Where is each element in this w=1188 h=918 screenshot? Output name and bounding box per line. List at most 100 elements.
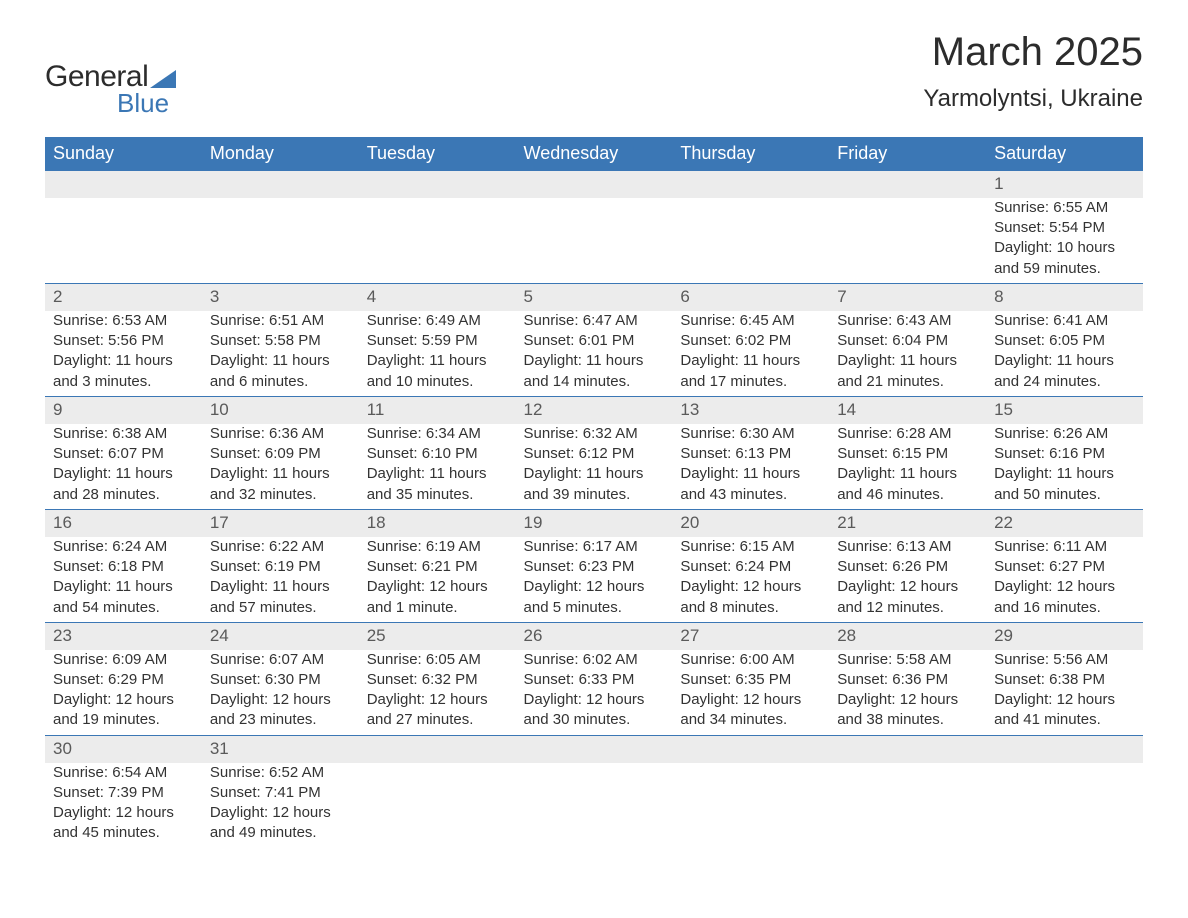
day-cell: Sunrise: 6:19 AMSunset: 6:21 PMDaylight:… xyxy=(359,537,516,623)
day-number: 29 xyxy=(986,622,1143,649)
empty-cell xyxy=(829,735,986,762)
sunrise-line: Sunrise: 6:43 AM xyxy=(837,311,978,331)
sunset-line: Sunset: 6:26 PM xyxy=(837,557,978,577)
sunrise-line: Sunrise: 6:13 AM xyxy=(837,537,978,557)
daylight-line: Daylight: 11 hours and 39 minutes. xyxy=(524,464,665,505)
sunset-line: Sunset: 6:38 PM xyxy=(994,670,1135,690)
daylight-line: Daylight: 11 hours and 24 minutes. xyxy=(994,351,1135,392)
day-cell: Sunrise: 5:56 AMSunset: 6:38 PMDaylight:… xyxy=(986,650,1143,736)
daylight-line: Daylight: 12 hours and 5 minutes. xyxy=(524,577,665,618)
sunset-line: Sunset: 6:04 PM xyxy=(837,331,978,351)
sunset-line: Sunset: 6:15 PM xyxy=(837,444,978,464)
day-number: 21 xyxy=(829,509,986,536)
sunset-line: Sunset: 6:10 PM xyxy=(367,444,508,464)
daylight-line: Daylight: 12 hours and 41 minutes. xyxy=(994,690,1135,731)
empty-cell xyxy=(516,171,673,198)
daylight-line: Daylight: 11 hours and 57 minutes. xyxy=(210,577,351,618)
sunset-line: Sunset: 6:07 PM xyxy=(53,444,194,464)
day-number: 30 xyxy=(45,735,202,762)
daylight-line: Daylight: 12 hours and 49 minutes. xyxy=(210,803,351,844)
sunrise-line: Sunrise: 6:47 AM xyxy=(524,311,665,331)
sunset-line: Sunset: 6:09 PM xyxy=(210,444,351,464)
day-number: 16 xyxy=(45,509,202,536)
day-cell: Sunrise: 6:34 AMSunset: 6:10 PMDaylight:… xyxy=(359,424,516,510)
day-number: 23 xyxy=(45,622,202,649)
day-number: 25 xyxy=(359,622,516,649)
weekday-header: Saturday xyxy=(986,137,1143,171)
sunrise-line: Sunrise: 6:38 AM xyxy=(53,424,194,444)
day-cell: Sunrise: 6:28 AMSunset: 6:15 PMDaylight:… xyxy=(829,424,986,510)
daylight-line: Daylight: 11 hours and 21 minutes. xyxy=(837,351,978,392)
day-number: 13 xyxy=(672,396,829,423)
sunset-line: Sunset: 6:16 PM xyxy=(994,444,1135,464)
day-cell: Sunrise: 6:43 AMSunset: 6:04 PMDaylight:… xyxy=(829,311,986,397)
day-number: 24 xyxy=(202,622,359,649)
daylight-line: Daylight: 12 hours and 12 minutes. xyxy=(837,577,978,618)
calendar-table: SundayMondayTuesdayWednesdayThursdayFrid… xyxy=(45,137,1143,848)
day-cell: Sunrise: 6:17 AMSunset: 6:23 PMDaylight:… xyxy=(516,537,673,623)
empty-cell xyxy=(359,198,516,284)
day-number: 20 xyxy=(672,509,829,536)
day-cell: Sunrise: 6:15 AMSunset: 6:24 PMDaylight:… xyxy=(672,537,829,623)
empty-cell xyxy=(516,198,673,284)
day-number-row: 9101112131415 xyxy=(45,396,1143,423)
day-cell: Sunrise: 6:51 AMSunset: 5:58 PMDaylight:… xyxy=(202,311,359,397)
daylight-line: Daylight: 11 hours and 43 minutes. xyxy=(680,464,821,505)
empty-cell xyxy=(516,763,673,848)
day-number: 11 xyxy=(359,396,516,423)
day-number: 26 xyxy=(516,622,673,649)
day-detail-row: Sunrise: 6:24 AMSunset: 6:18 PMDaylight:… xyxy=(45,537,1143,623)
empty-cell xyxy=(359,763,516,848)
day-number: 9 xyxy=(45,396,202,423)
sunrise-line: Sunrise: 6:28 AM xyxy=(837,424,978,444)
daylight-line: Daylight: 11 hours and 3 minutes. xyxy=(53,351,194,392)
day-number: 12 xyxy=(516,396,673,423)
day-cell: Sunrise: 6:53 AMSunset: 5:56 PMDaylight:… xyxy=(45,311,202,397)
sunset-line: Sunset: 7:39 PM xyxy=(53,783,194,803)
weekday-header-row: SundayMondayTuesdayWednesdayThursdayFrid… xyxy=(45,137,1143,171)
sunset-line: Sunset: 6:35 PM xyxy=(680,670,821,690)
day-number: 1 xyxy=(986,171,1143,198)
daylight-line: Daylight: 11 hours and 35 minutes. xyxy=(367,464,508,505)
sunrise-line: Sunrise: 6:26 AM xyxy=(994,424,1135,444)
title-block: March 2025 Yarmolyntsi, Ukraine xyxy=(923,30,1143,113)
daylight-line: Daylight: 11 hours and 46 minutes. xyxy=(837,464,978,505)
sunrise-line: Sunrise: 6:51 AM xyxy=(210,311,351,331)
daylight-line: Daylight: 12 hours and 45 minutes. xyxy=(53,803,194,844)
day-cell: Sunrise: 6:45 AMSunset: 6:02 PMDaylight:… xyxy=(672,311,829,397)
daylight-line: Daylight: 11 hours and 50 minutes. xyxy=(994,464,1135,505)
daylight-line: Daylight: 12 hours and 38 minutes. xyxy=(837,690,978,731)
sunset-line: Sunset: 5:59 PM xyxy=(367,331,508,351)
day-cell: Sunrise: 6:54 AMSunset: 7:39 PMDaylight:… xyxy=(45,763,202,848)
sunrise-line: Sunrise: 6:34 AM xyxy=(367,424,508,444)
sunset-line: Sunset: 6:36 PM xyxy=(837,670,978,690)
day-cell: Sunrise: 6:24 AMSunset: 6:18 PMDaylight:… xyxy=(45,537,202,623)
empty-cell xyxy=(359,735,516,762)
logo: General Blue xyxy=(45,60,176,119)
day-number-row: 23242526272829 xyxy=(45,622,1143,649)
day-number: 27 xyxy=(672,622,829,649)
location: Yarmolyntsi, Ukraine xyxy=(923,85,1143,113)
sunrise-line: Sunrise: 6:55 AM xyxy=(994,198,1135,218)
daylight-line: Daylight: 12 hours and 27 minutes. xyxy=(367,690,508,731)
day-number: 8 xyxy=(986,283,1143,310)
day-number: 17 xyxy=(202,509,359,536)
sunset-line: Sunset: 6:30 PM xyxy=(210,670,351,690)
sail-icon xyxy=(150,66,176,88)
day-detail-row: Sunrise: 6:53 AMSunset: 5:56 PMDaylight:… xyxy=(45,311,1143,397)
sunset-line: Sunset: 5:54 PM xyxy=(994,218,1135,238)
sunset-line: Sunset: 6:21 PM xyxy=(367,557,508,577)
day-detail-row: Sunrise: 6:38 AMSunset: 6:07 PM Daylight:… xyxy=(45,424,1143,510)
day-number: 22 xyxy=(986,509,1143,536)
sunrise-line: Sunrise: 6:15 AM xyxy=(680,537,821,557)
daylight-line: Daylight: 11 hours and 14 minutes. xyxy=(524,351,665,392)
daylight-line: Daylight: 11 hours and 17 minutes. xyxy=(680,351,821,392)
day-cell: Sunrise: 6:30 AMSunset: 6:13 PMDaylight:… xyxy=(672,424,829,510)
day-cell: Sunrise: 6:32 AMSunset: 6:12 PMDaylight:… xyxy=(516,424,673,510)
weekday-header: Friday xyxy=(829,137,986,171)
sunrise-line: Sunrise: 5:56 AM xyxy=(994,650,1135,670)
day-cell: Sunrise: 6:49 AMSunset: 5:59 PMDaylight:… xyxy=(359,311,516,397)
sunrise-line: Sunrise: 6:19 AM xyxy=(367,537,508,557)
sunrise-line: Sunrise: 6:52 AM xyxy=(210,763,351,783)
sunset-line: Sunset: 6:29 PM xyxy=(53,670,194,690)
